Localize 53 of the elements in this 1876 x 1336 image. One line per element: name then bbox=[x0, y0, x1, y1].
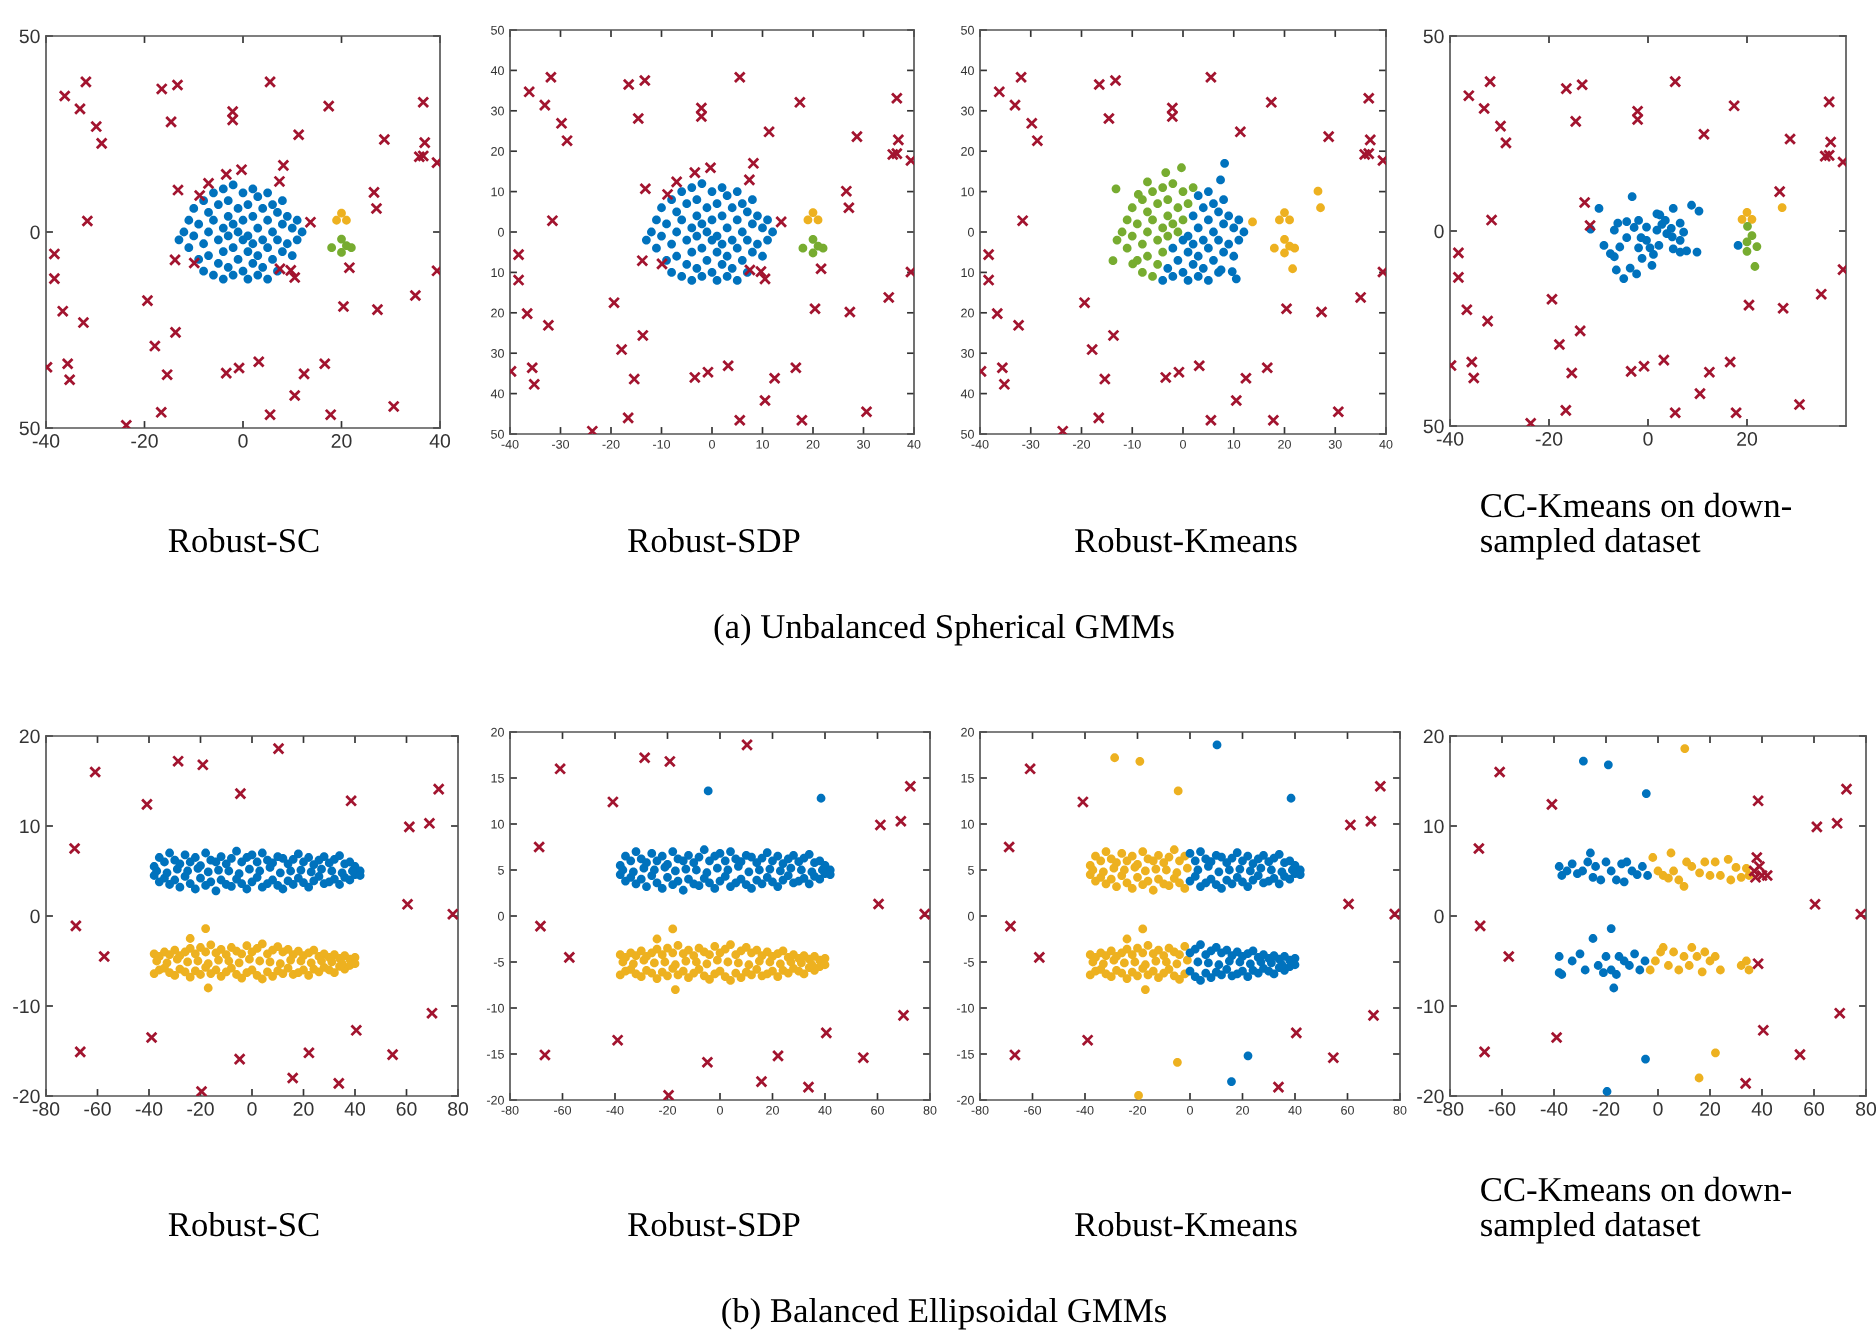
x-tick-label: -40 bbox=[1436, 432, 1464, 446]
x-tick-label: -60 bbox=[84, 1102, 111, 1116]
x-axis-title: Robust-SC bbox=[168, 527, 319, 553]
x-tick-label: 80 bbox=[448, 1102, 469, 1116]
y-tick-label: -10 bbox=[13, 999, 40, 1014]
x-axis-title: Robust-Kmeans bbox=[1075, 1211, 1297, 1237]
y-tick-label: 0 bbox=[30, 909, 40, 924]
text: (b) Balanced Ellipsoidal GMMs bbox=[722, 1297, 1166, 1330]
x-axis-title: CC-Kmeans on down- sampled dataset bbox=[1481, 1176, 1791, 1244]
y-tick-label: 50 bbox=[1423, 29, 1444, 44]
x-tick-label: -20 bbox=[187, 1102, 214, 1116]
x-tick-label: -20 bbox=[1535, 432, 1563, 446]
y-tick-label: 0 bbox=[30, 225, 40, 240]
x-tick-label: -40 bbox=[32, 434, 60, 448]
y-tick-label: 10 bbox=[1424, 819, 1444, 834]
y-tick-label: -20 bbox=[1417, 1089, 1444, 1104]
x-tick-label: -40 bbox=[1540, 1102, 1568, 1116]
x-axis-title: Robust-Kmeans bbox=[1075, 527, 1297, 553]
x-axis-title: Robust-SDP bbox=[628, 527, 800, 553]
x-tick-label: 40 bbox=[1751, 1102, 1773, 1116]
y-tick-label: 20 bbox=[19, 729, 40, 744]
x-axis-title: CC-Kmeans on down- sampled dataset bbox=[1481, 492, 1791, 560]
x-tick-label: 0 bbox=[1643, 432, 1653, 446]
x-tick-label: -80 bbox=[1436, 1102, 1464, 1116]
y-tick-label: 20 bbox=[1423, 729, 1444, 744]
x-tick-label: -80 bbox=[32, 1102, 60, 1116]
x-tick-label: 20 bbox=[293, 1102, 314, 1116]
x-tick-label: 20 bbox=[1700, 1102, 1721, 1116]
y-tick-label: 0 bbox=[1434, 909, 1444, 924]
x-tick-label: 0 bbox=[247, 1102, 257, 1116]
x-axis-title: Robust-SDP bbox=[628, 1211, 800, 1237]
x-tick-label: 0 bbox=[238, 434, 248, 448]
text: (a) Unbalanced Spherical GMMs bbox=[714, 613, 1174, 646]
x-tick-label: 0 bbox=[1653, 1102, 1663, 1116]
y-tick-label: 50 bbox=[19, 29, 40, 44]
x-axis-title: Robust-SC bbox=[168, 1211, 319, 1237]
y-tick-label: 50 bbox=[1423, 419, 1444, 434]
x-tick-label: 20 bbox=[331, 434, 352, 448]
y-tick-label: -10 bbox=[1417, 999, 1444, 1014]
x-tick-label: 60 bbox=[1804, 1102, 1825, 1116]
x-tick-label: -20 bbox=[131, 434, 158, 448]
x-tick-label: 80 bbox=[1856, 1102, 1876, 1116]
x-tick-label: 60 bbox=[396, 1102, 417, 1116]
y-tick-label: 50 bbox=[19, 421, 40, 436]
y-tick-label: -20 bbox=[13, 1089, 40, 1104]
x-tick-label: 20 bbox=[1737, 432, 1758, 446]
y-tick-label: 10 bbox=[20, 819, 40, 834]
x-tick-label: -20 bbox=[1592, 1102, 1620, 1116]
x-tick-label: -60 bbox=[1488, 1102, 1516, 1116]
x-tick-label: 40 bbox=[344, 1102, 366, 1116]
y-tick-label: 0 bbox=[1434, 224, 1444, 239]
x-tick-label: -40 bbox=[135, 1102, 163, 1116]
x-tick-label: 40 bbox=[429, 434, 451, 448]
